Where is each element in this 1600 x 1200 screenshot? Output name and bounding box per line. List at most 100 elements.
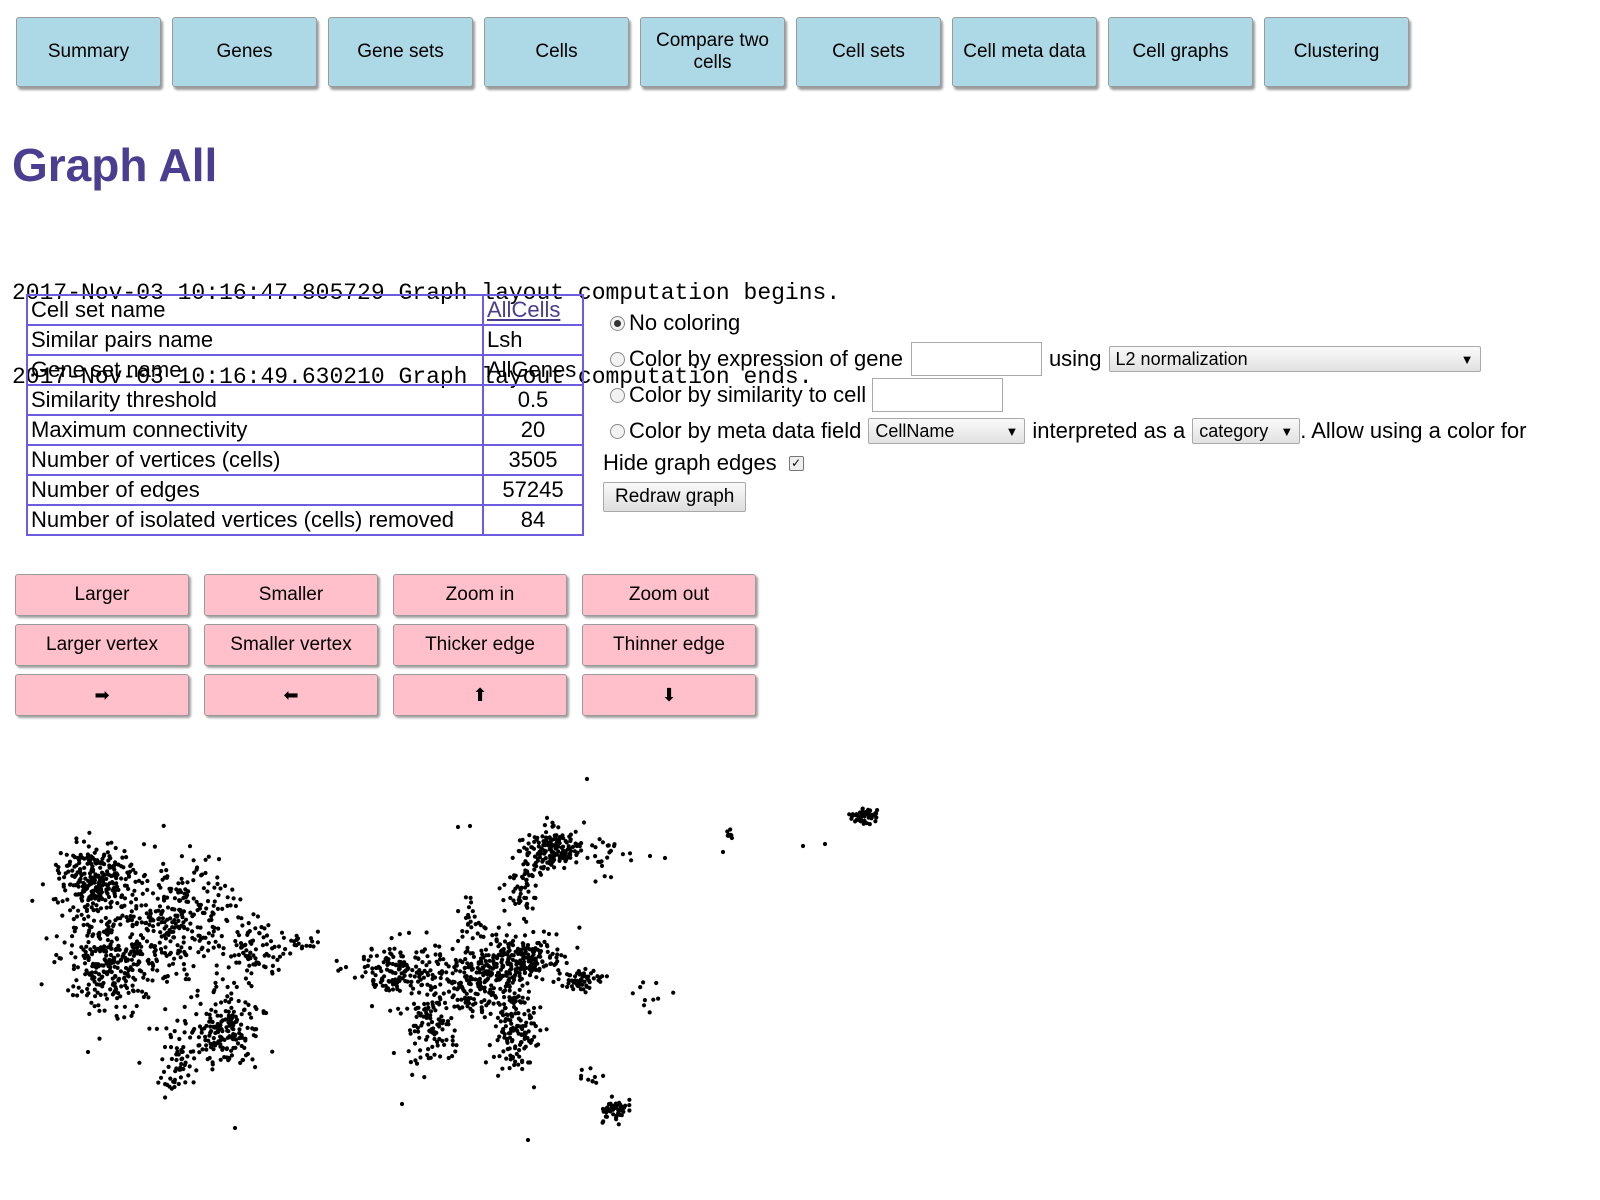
graph-vertex xyxy=(105,891,110,896)
graph-vertex xyxy=(234,1019,239,1024)
graph-vertex xyxy=(517,1048,522,1053)
graph-vertex xyxy=(370,970,375,975)
pan-up-button[interactable]: ⬆ xyxy=(393,674,567,716)
gene-coloring-radio[interactable] xyxy=(610,351,625,367)
thinner-edge-button[interactable]: Thinner edge xyxy=(582,624,756,666)
graph-vertex xyxy=(493,995,498,1000)
graph-vertex xyxy=(214,984,219,989)
graph-vertex xyxy=(292,939,297,944)
graph-vertex xyxy=(219,1000,224,1005)
graph-vertex xyxy=(105,850,110,855)
graph-vertex xyxy=(203,857,208,862)
graph-vertex xyxy=(516,994,521,999)
graph-vertex xyxy=(451,993,456,998)
graph-vertex xyxy=(494,977,499,982)
graph-vertex xyxy=(489,983,494,988)
graph-vertex xyxy=(497,942,503,947)
graph-vertex xyxy=(456,938,461,944)
smaller-button[interactable]: Smaller xyxy=(204,574,378,616)
hide-edges-checkbox[interactable]: ✓ xyxy=(788,455,804,471)
graph-vertex xyxy=(578,1076,584,1081)
graph-vertex xyxy=(469,925,474,930)
graph-vertex xyxy=(236,998,241,1004)
graph-info-table: Cell set name AllCells Similar pairs nam… xyxy=(26,294,584,536)
interpretation-select[interactable]: category ▼ xyxy=(1192,418,1301,444)
larger-button[interactable]: Larger xyxy=(15,574,189,616)
nav-summary[interactable]: Summary xyxy=(16,17,161,87)
pan-right-button[interactable]: ➡ xyxy=(15,674,189,716)
graph-vertex xyxy=(397,966,402,971)
nav-cell-meta-data[interactable]: Cell meta data xyxy=(952,17,1097,87)
graph-vertex xyxy=(237,1027,242,1032)
graph-vertex xyxy=(538,1028,543,1033)
similarity-coloring-radio[interactable] xyxy=(610,387,625,403)
meta-coloring-label: Color by meta data field xyxy=(629,418,862,443)
graph-vertex xyxy=(510,957,515,962)
graph-vertex xyxy=(172,925,177,930)
graph-vertex xyxy=(183,1021,188,1026)
zoom-in-button[interactable]: Zoom in xyxy=(393,574,567,616)
graph-vertex xyxy=(535,851,540,856)
graph-vertex xyxy=(178,1075,183,1080)
normalization-select[interactable]: L2 normalization ▼ xyxy=(1108,346,1481,372)
larger-vertex-button[interactable]: Larger vertex xyxy=(15,624,189,666)
nav-clustering[interactable]: Clustering xyxy=(1264,17,1409,87)
graph-vertex xyxy=(247,1011,252,1016)
cell-input[interactable] xyxy=(872,378,1004,412)
graph-vertex xyxy=(112,863,117,868)
meta-field-select[interactable]: CellName ▼ xyxy=(868,418,1026,444)
zoom-out-button[interactable]: Zoom out xyxy=(582,574,756,616)
nav-cells[interactable]: Cells xyxy=(484,17,629,87)
graph-vertex xyxy=(423,1014,428,1019)
nav-gene-sets[interactable]: Gene sets xyxy=(328,17,473,87)
graph-vertex xyxy=(457,1006,462,1011)
nav-cell-graphs[interactable]: Cell graphs xyxy=(1108,17,1253,87)
cell-set-link[interactable]: AllCells xyxy=(487,297,561,322)
graph-vertex xyxy=(118,969,123,974)
nav-cell-sets[interactable]: Cell sets xyxy=(796,17,941,87)
pan-down-button[interactable]: ⬇ xyxy=(582,674,756,716)
smaller-vertex-button[interactable]: Smaller vertex xyxy=(204,624,378,666)
graph-vertex xyxy=(873,819,878,824)
graph-vertex xyxy=(598,859,603,864)
graph-vertex xyxy=(145,958,150,963)
nav-genes[interactable]: Genes xyxy=(172,17,317,87)
graph-vertex xyxy=(467,1001,472,1006)
normalization-value: L2 normalization xyxy=(1115,348,1248,369)
graph-vertex xyxy=(552,962,557,967)
gene-input[interactable] xyxy=(910,342,1042,376)
graph-vertex xyxy=(371,978,376,983)
graph-vertex xyxy=(96,909,101,914)
graph-vertex xyxy=(114,881,119,886)
pan-left-button[interactable]: ⬅ xyxy=(204,674,378,716)
graph-vertex xyxy=(502,995,507,1000)
graph-vertex xyxy=(234,960,239,965)
graph-vertex xyxy=(132,888,137,893)
graph-vertex xyxy=(452,980,457,985)
graph-vertex xyxy=(70,934,75,939)
graph-vertex xyxy=(54,934,59,939)
using-label: using xyxy=(1048,346,1102,371)
graph-vertex xyxy=(178,1067,183,1072)
redraw-graph-button[interactable]: Redraw graph xyxy=(603,482,747,512)
graph-vertex xyxy=(382,949,387,954)
graph-vertex xyxy=(387,979,392,984)
graph-vertex xyxy=(245,1025,250,1030)
vertices-label: Number of vertices (cells) xyxy=(26,444,484,476)
graph-vertex xyxy=(486,964,491,969)
graph-vertex xyxy=(168,1076,173,1081)
graph-vertex xyxy=(263,965,268,970)
meta-coloring-radio[interactable] xyxy=(610,423,625,439)
graph-vertex xyxy=(505,961,510,966)
cell-graph-canvas[interactable] xyxy=(0,730,920,1170)
max-connectivity-label: Maximum connectivity xyxy=(26,414,484,446)
graph-vertex xyxy=(212,899,217,904)
nav-compare-two-cells[interactable]: Compare two cells xyxy=(640,17,785,87)
graph-vertex xyxy=(440,1021,445,1026)
no-coloring-radio[interactable] xyxy=(610,315,625,331)
graph-vertex xyxy=(188,945,193,951)
graph-vertex xyxy=(508,996,513,1001)
thicker-edge-button[interactable]: Thicker edge xyxy=(393,624,567,666)
graph-vertex xyxy=(140,891,145,896)
graph-vertex xyxy=(567,973,572,978)
